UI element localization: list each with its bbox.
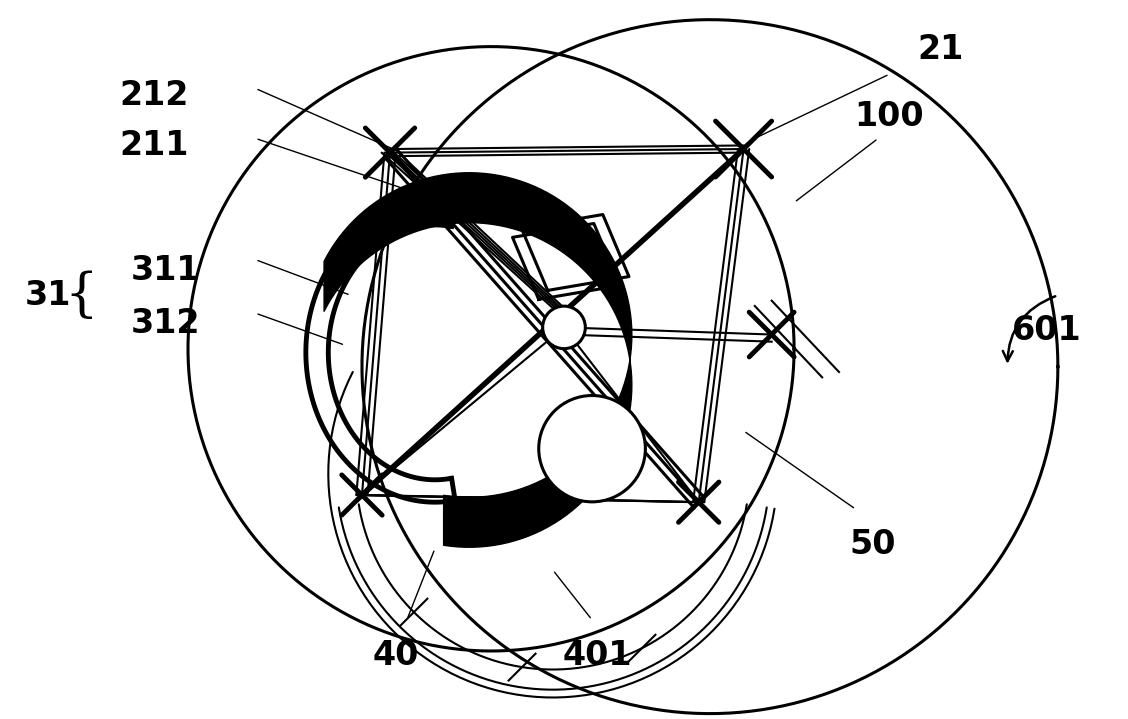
Text: 21: 21 — [917, 32, 963, 65]
Text: 50: 50 — [849, 528, 896, 562]
Text: 212: 212 — [120, 79, 190, 112]
Text: 312: 312 — [131, 307, 201, 340]
Text: 100: 100 — [855, 101, 924, 134]
Text: 40: 40 — [372, 639, 418, 672]
Text: 211: 211 — [120, 129, 190, 162]
FancyArrowPatch shape — [1003, 296, 1056, 361]
Text: 31: 31 — [25, 279, 71, 312]
Text: 401: 401 — [563, 639, 633, 672]
Ellipse shape — [539, 395, 645, 502]
Ellipse shape — [543, 306, 585, 349]
Text: 601: 601 — [1012, 314, 1082, 347]
Text: 311: 311 — [131, 254, 201, 287]
Text: {: { — [64, 270, 98, 321]
